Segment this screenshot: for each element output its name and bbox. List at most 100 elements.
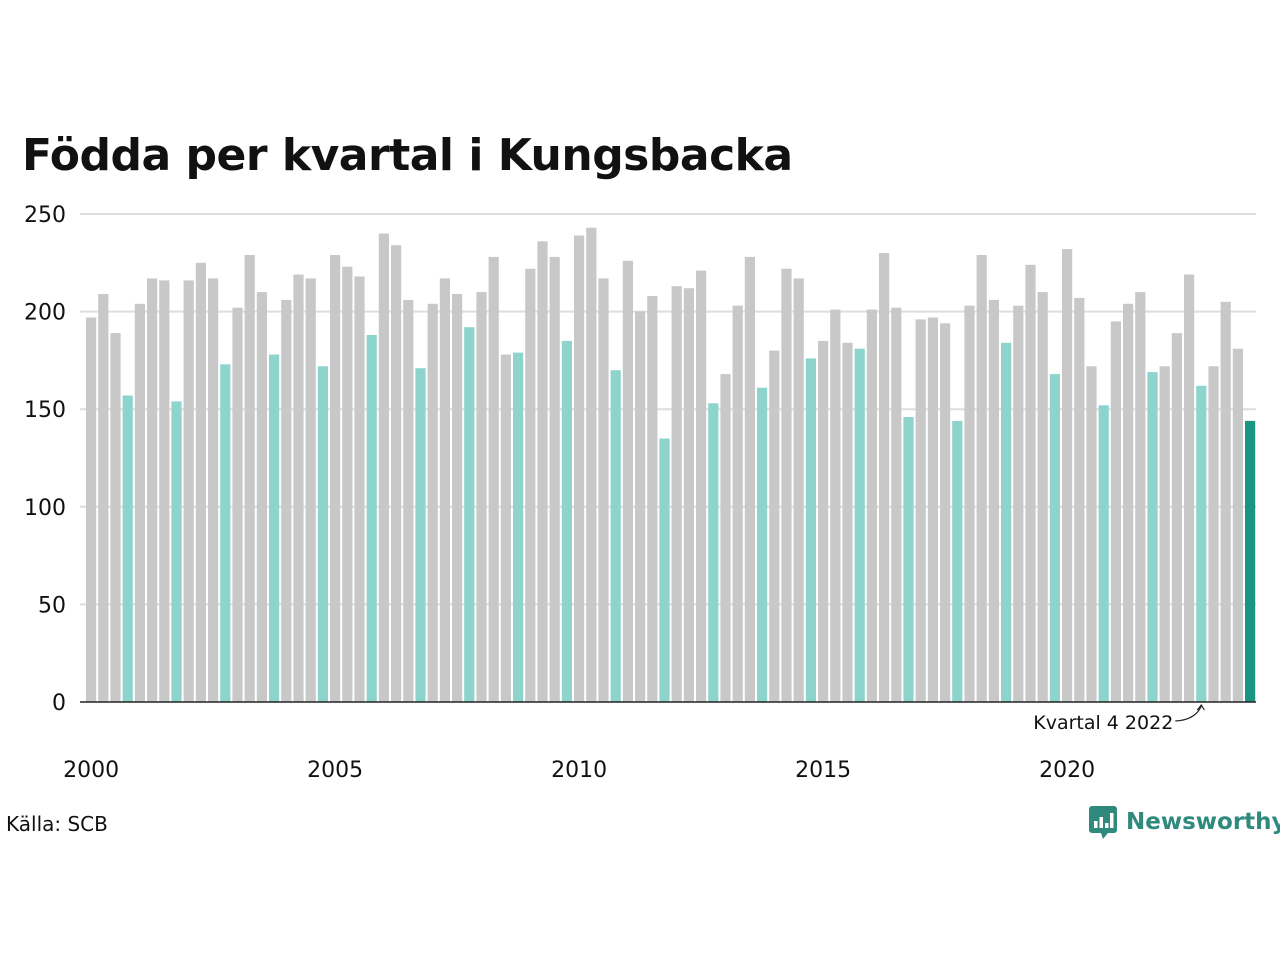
x-tick-label: 2015 (795, 758, 851, 783)
bar (976, 255, 987, 702)
bar (940, 323, 951, 702)
bar (525, 268, 536, 702)
bar (574, 235, 585, 702)
bar (781, 268, 792, 702)
bar (159, 280, 170, 702)
brand-name: Newsworthy (1126, 809, 1280, 835)
bar (415, 368, 426, 702)
bar (1074, 297, 1085, 702)
bar (696, 270, 707, 702)
bar (317, 366, 328, 702)
annotation-label: Kvartal 4 2022 (1033, 712, 1173, 734)
bar (269, 354, 280, 702)
bar (720, 374, 731, 702)
bar (891, 307, 902, 702)
bar (879, 253, 890, 702)
bar (537, 241, 548, 703)
bar (708, 403, 719, 702)
x-tick-label: 2000 (63, 758, 119, 783)
bar (683, 288, 694, 702)
bar (842, 342, 853, 702)
y-axis-tick-labels: 0 50 100 150 200 250 (24, 203, 66, 716)
bar (1196, 385, 1207, 702)
bar (305, 278, 316, 702)
bar (1025, 264, 1036, 702)
newsworthy-logo-icon (1089, 806, 1117, 839)
bar (256, 292, 267, 702)
bar (281, 299, 292, 702)
bar (354, 276, 365, 702)
bar (293, 274, 304, 702)
bar (244, 255, 255, 702)
bar (952, 420, 963, 702)
bar (232, 307, 243, 702)
chart-title: Födda per kvartal i Kungsbacka (22, 130, 793, 181)
bar (1245, 420, 1256, 702)
brand-logo: Newsworthy (1088, 804, 1280, 840)
bar (610, 370, 621, 702)
y-tick-label: 0 (52, 691, 66, 716)
bar (988, 299, 999, 702)
bar (1184, 274, 1195, 702)
bar (1147, 372, 1158, 702)
bar (549, 256, 560, 702)
bar (586, 227, 597, 702)
bar (1135, 292, 1146, 702)
bar (866, 309, 877, 702)
bar (220, 364, 231, 702)
bar (1049, 374, 1060, 702)
y-tick-label: 50 (38, 593, 66, 618)
y-tick-label: 200 (24, 301, 66, 326)
bar (915, 319, 926, 702)
bar (818, 340, 829, 702)
bar (1110, 321, 1121, 702)
bar (1086, 366, 1097, 702)
bar (1208, 366, 1219, 702)
bar (342, 266, 353, 702)
y-tick-label: 100 (24, 496, 66, 521)
bar (671, 286, 682, 702)
bar (622, 260, 633, 702)
y-tick-label: 250 (24, 203, 66, 228)
bar (1123, 303, 1134, 702)
bar (439, 278, 450, 702)
bar (122, 395, 133, 702)
bar (1159, 366, 1170, 702)
x-tick-label: 2005 (307, 758, 363, 783)
bar (1098, 405, 1109, 702)
x-tick-label: 2020 (1039, 758, 1095, 783)
annotation-arrow (1175, 703, 1205, 722)
bar (98, 294, 109, 702)
bar (134, 303, 145, 702)
bar (476, 292, 487, 702)
bar (854, 348, 865, 702)
bar (452, 294, 463, 702)
bars (86, 227, 1256, 703)
bar (903, 417, 914, 702)
bar (598, 278, 609, 702)
bar (1220, 301, 1231, 702)
bar (86, 317, 97, 702)
bar (793, 278, 804, 702)
bar (378, 233, 389, 702)
x-tick-label: 2010 (551, 758, 607, 783)
bar (427, 303, 438, 702)
bar (1232, 348, 1243, 702)
bar (391, 245, 402, 702)
bar (500, 354, 511, 702)
bar (1171, 333, 1182, 702)
bar (805, 358, 816, 702)
bar (830, 309, 841, 702)
bar (1062, 249, 1073, 702)
annotation: Kvartal 4 2022 (1033, 703, 1205, 734)
bar-chart: 0 50 100 150 200 250 2000 2005 2010 2015 2020 Kva… (24, 203, 1256, 783)
bar (147, 278, 158, 702)
bar (513, 352, 524, 702)
bar (757, 387, 768, 702)
bar (927, 317, 938, 702)
bar (366, 335, 377, 702)
bar (183, 280, 194, 702)
bar (635, 311, 646, 702)
bar (208, 278, 219, 702)
bar (659, 438, 670, 702)
